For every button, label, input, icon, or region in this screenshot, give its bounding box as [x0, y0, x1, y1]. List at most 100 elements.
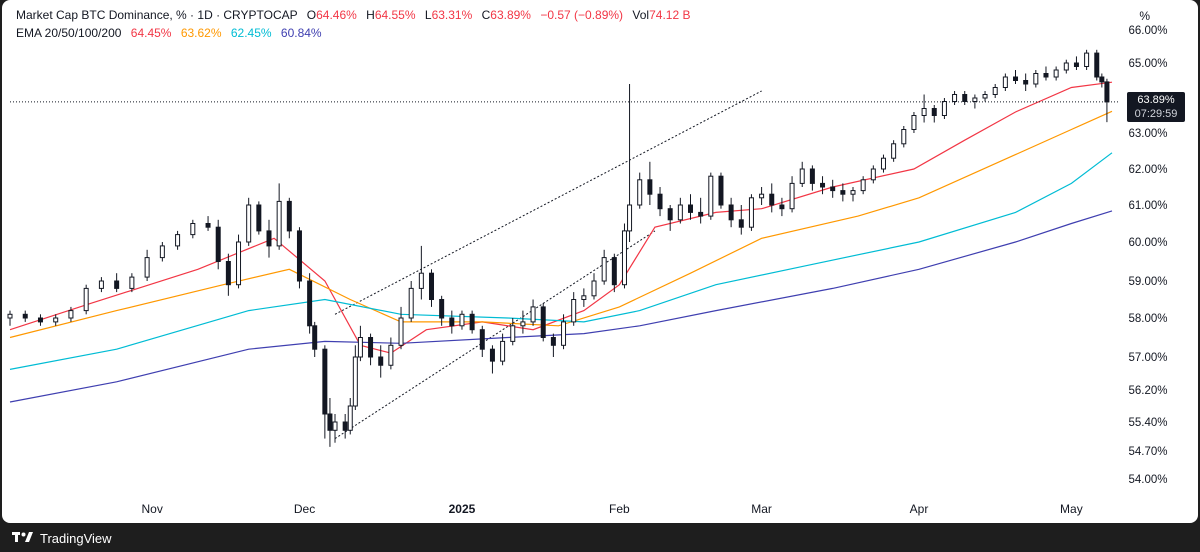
candle-down — [1043, 73, 1049, 78]
candle-up — [870, 168, 876, 181]
candle-up — [418, 272, 424, 289]
candle-down — [312, 325, 318, 350]
candle-up — [175, 234, 181, 247]
candle-up — [789, 182, 795, 210]
candle-up — [246, 204, 252, 243]
candle-down — [647, 179, 653, 195]
current-price: 63.89% — [1137, 94, 1175, 106]
candle-up — [637, 179, 643, 206]
candle-down — [1104, 81, 1110, 103]
candle-down — [37, 317, 43, 323]
y-tick-label: 59.00% — [1128, 276, 1167, 288]
candle-down — [687, 204, 693, 213]
candle-up — [510, 325, 516, 342]
x-tick-label: Nov — [142, 502, 163, 516]
candle-up — [911, 115, 917, 130]
candle-up — [520, 321, 526, 327]
x-tick-label: 2025 — [449, 502, 476, 516]
candle-up — [53, 317, 59, 323]
ema-line-ema50 — [9, 110, 1113, 339]
candle-up — [398, 317, 404, 346]
ema-title[interactable]: EMA 20/50/100/200 — [16, 26, 122, 40]
ema200-value: 60.84% — [280, 26, 322, 40]
y-tick-label: 62.00% — [1128, 164, 1167, 176]
candle-down — [1094, 52, 1100, 78]
candle-down — [1073, 62, 1079, 67]
candle-up — [98, 280, 104, 289]
axis-unit-label[interactable]: % — [1139, 9, 1150, 23]
y-tick-label: 65.00% — [1128, 58, 1167, 70]
candle-up — [352, 356, 358, 407]
symbol-title[interactable]: Market Cap BTC Dominance, % · 1D · CRYPT… — [16, 8, 298, 22]
candle-down — [296, 230, 302, 282]
y-tick-label: 58.00% — [1128, 313, 1167, 325]
candle-down — [266, 230, 272, 247]
candle-down — [342, 421, 348, 431]
ema-line-ema100 — [9, 152, 1113, 370]
vol-label: Vol — [632, 8, 650, 22]
candle-down — [322, 348, 328, 415]
candle-up — [190, 223, 196, 236]
candle-down — [698, 211, 704, 217]
candle-down — [22, 313, 28, 319]
candle-up — [236, 241, 242, 286]
trend-channel-lower-line — [334, 230, 656, 439]
current-price-tag: 63.89% 07:29:59 — [1127, 92, 1185, 122]
y-tick-label: 54.00% — [1128, 474, 1167, 486]
candle-down — [225, 261, 231, 286]
candle-up — [627, 204, 633, 232]
high-label: H — [366, 8, 375, 22]
candle-down — [327, 413, 333, 431]
tradingview-logo-icon — [12, 530, 34, 547]
candle-down — [667, 208, 673, 221]
open-label: O — [306, 8, 317, 22]
candle-up — [982, 94, 988, 99]
candle-up — [83, 287, 89, 312]
y-tick-label: 56.20% — [1128, 385, 1167, 397]
ema-row: EMA 20/50/100/200 64.45% 63.62% 62.45% 6… — [16, 24, 690, 42]
candle-down — [256, 204, 262, 232]
candle-down — [769, 193, 775, 206]
candle-down — [728, 204, 734, 221]
candle-down — [114, 280, 120, 289]
candle-up — [952, 94, 958, 102]
ema50-value: 63.62% — [180, 26, 222, 40]
candle-down — [820, 182, 826, 188]
candle-down — [779, 204, 785, 210]
chart-panel[interactable]: Nov Dec 2025 Feb Mar Apr May 54.00% 54.70% 55.40%… — [2, 0, 1198, 523]
candle-up — [129, 276, 135, 289]
candle-up — [621, 230, 627, 286]
candle-down — [479, 329, 485, 350]
candle-up — [561, 321, 567, 346]
candle-up — [601, 257, 607, 282]
candle-down — [429, 272, 435, 301]
candle-up — [972, 97, 978, 102]
price-chart[interactable]: Nov Dec 2025 Feb Mar Apr May 54.00% 54.70% 55.40%… — [2, 0, 1198, 523]
candle-up — [347, 405, 353, 431]
footer-brand[interactable]: TradingView — [12, 528, 112, 548]
candle-down — [738, 219, 744, 228]
candle-up — [408, 287, 414, 319]
candle-down — [840, 190, 846, 195]
candle-down — [378, 356, 384, 366]
candle-down — [205, 223, 211, 228]
x-tick-label: Mar — [751, 502, 772, 516]
candle-up — [891, 143, 897, 159]
candle-up — [591, 280, 597, 297]
x-tick-label: May — [1060, 502, 1083, 516]
candle-down — [611, 257, 617, 286]
x-tick-label: Apr — [910, 502, 929, 516]
ema-line-ema200 — [9, 210, 1113, 403]
trend-channel-upper-line — [334, 90, 762, 315]
symbol-row: Market Cap BTC Dominance, % · 1D · CRYPT… — [16, 6, 690, 24]
candle-up — [144, 257, 150, 278]
candle-down — [1099, 76, 1105, 83]
y-tick-label: 60.00% — [1128, 237, 1167, 249]
candle-down — [368, 337, 374, 358]
candle-up — [500, 340, 506, 362]
candle-down — [449, 317, 455, 327]
candle-down — [489, 348, 495, 362]
candle-up — [581, 295, 587, 300]
ema100-value: 62.45% — [230, 26, 272, 40]
